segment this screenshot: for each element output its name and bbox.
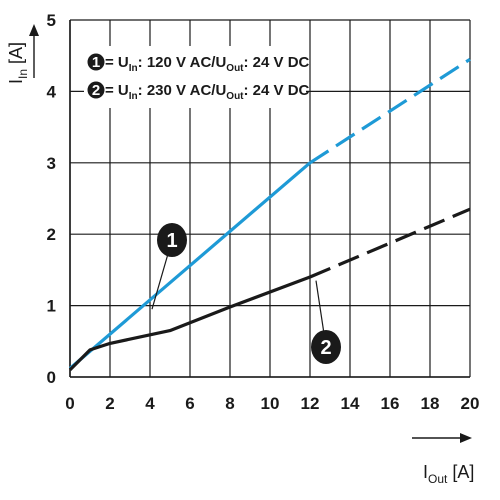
legend-2-number: 2 [92,82,100,99]
series-1-line [68,161,312,370]
series-2-dashed-line [309,207,471,279]
y-axis-arrow-head [29,24,39,36]
x-tick-label: 18 [421,394,440,413]
legend-2-text: = UIn: 230 V AC/UOut: 24 V DC [105,82,310,102]
legend-1-text: = UIn: 120 V AC/UOut: 24 V DC [105,54,310,74]
legend: 1 = UIn: 120 V AC/UOut: 24 V DC 2 = UIn: … [84,46,310,108]
x-tick-label: 12 [301,394,320,413]
x-tick-label: 8 [225,394,234,413]
x-tick-label: 14 [341,394,360,413]
y-tick-label: 5 [47,11,56,30]
legend-1-number: 1 [92,54,100,71]
x-tick-label: 0 [65,394,74,413]
series-layer [68,57,471,372]
legend-2-marker [87,81,105,99]
x-tick-label: 2 [105,394,114,413]
y-tick-label: 4 [47,82,57,101]
y-tick-label: 3 [47,154,56,173]
x-tick-label: 20 [461,394,480,413]
x-tick-label: 10 [261,394,280,413]
x-tick-label: 6 [185,394,194,413]
x-axis-arrow-head [460,433,472,443]
x-tick-label: 4 [145,394,155,413]
x-tick-label: 16 [381,394,400,413]
series-2-line [68,275,311,372]
y-axis-label: IIn [A] [6,42,30,84]
y-tick-label: 2 [47,225,56,244]
callout-2-marker [311,330,341,364]
callouts: 12 [151,223,341,364]
axes [69,20,470,378]
x-axis-label: IOut [A] [423,462,474,486]
legend-box [84,46,306,108]
callout-1-label: 1 [166,230,177,252]
y-tick-label: 0 [47,368,56,387]
y-tick-label: 1 [47,297,56,316]
callout-2-label: 2 [320,337,331,359]
legend-1-marker [87,53,105,71]
series-1-dashed-line [309,57,471,165]
callout-1-marker [157,223,187,257]
